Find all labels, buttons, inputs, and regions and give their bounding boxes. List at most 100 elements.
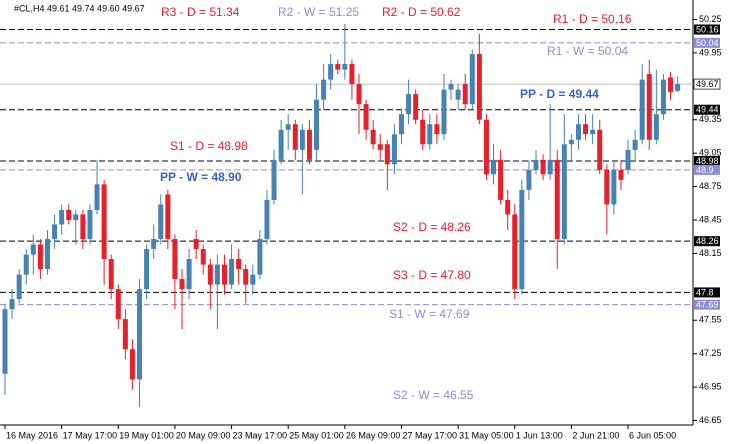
level-label: 48.98 xyxy=(696,156,719,166)
y-tick-label: 46.95 xyxy=(699,381,722,391)
candle-body xyxy=(342,64,348,70)
candle-body xyxy=(653,114,659,140)
candle-body xyxy=(335,64,341,70)
candle-body xyxy=(420,119,426,145)
level-annotation: R1 - D = 50.16 xyxy=(553,12,632,26)
x-tick-label: 26 May 09:00 xyxy=(346,430,401,440)
x-tick-label: 1 Jun 13:00 xyxy=(516,430,563,440)
candle-body xyxy=(236,259,242,270)
y-tick-label: 46.65 xyxy=(699,415,722,425)
candle-body xyxy=(561,144,567,239)
level-annotation: R1 - W = 50.04 xyxy=(547,44,628,58)
candle-body xyxy=(632,139,638,150)
level-label: 49.44 xyxy=(696,105,719,115)
candle-body xyxy=(370,129,376,145)
level-label: 50.16 xyxy=(696,24,719,34)
y-tick-label: 48.15 xyxy=(699,248,722,258)
candle-body xyxy=(250,274,256,285)
candle-body xyxy=(455,89,461,100)
candle-body xyxy=(604,169,610,205)
candle-body xyxy=(129,349,135,380)
candle-body xyxy=(172,238,178,280)
chart-header: #CL,H4 49.61 49.74 49.60 49.67 xyxy=(14,3,145,13)
candle-body xyxy=(547,159,553,175)
candle-body xyxy=(583,124,589,135)
candle-body xyxy=(229,259,235,285)
candle-body xyxy=(413,94,419,120)
candle-body xyxy=(158,204,164,239)
candle-body xyxy=(186,259,192,290)
candle-body xyxy=(391,134,397,165)
candle-body xyxy=(221,264,227,285)
candle-body xyxy=(448,84,454,90)
x-tick-label: 17 May 17:00 xyxy=(63,430,118,440)
x-tick-label: 31 May 05:00 xyxy=(459,430,514,440)
level-annotation: S1 - D = 48.98 xyxy=(170,139,248,153)
candle-body xyxy=(611,169,617,205)
candle-body xyxy=(66,209,72,221)
candle-body xyxy=(207,264,213,285)
candle-body xyxy=(101,184,107,260)
candle-body xyxy=(441,89,447,135)
candle-body xyxy=(264,199,270,239)
candle-body xyxy=(434,124,440,135)
candle-body xyxy=(519,189,525,290)
y-tick-label: 49.35 xyxy=(699,114,722,124)
candle-body xyxy=(646,74,652,140)
price-label-box xyxy=(693,78,721,90)
x-tick-label: 19 May 01:00 xyxy=(119,430,174,440)
candle-body xyxy=(179,279,185,290)
candle-body xyxy=(16,274,22,300)
candle-body xyxy=(483,119,489,175)
level-annotation: R2 - W = 51.25 xyxy=(278,5,359,19)
candle-body xyxy=(356,84,362,105)
candle-body xyxy=(285,124,291,130)
candle-body xyxy=(476,54,482,120)
level-annotation: R2 - D = 50.62 xyxy=(382,5,461,19)
level-annotation: PP - D = 49.44 xyxy=(520,87,599,101)
candle-body xyxy=(533,159,539,170)
candle-body xyxy=(243,269,249,285)
candle-body xyxy=(377,144,383,150)
candle-body xyxy=(165,194,171,239)
candle-body xyxy=(122,319,128,350)
candle-body xyxy=(526,169,532,190)
level-label-box xyxy=(694,164,720,175)
candle-body xyxy=(554,159,560,239)
price-label: 49.67 xyxy=(696,79,719,89)
level-annotation: S2 - W = 46.55 xyxy=(393,388,474,402)
candle-body xyxy=(214,264,220,285)
candle-body xyxy=(363,104,369,130)
candle-body xyxy=(94,184,100,210)
candle-body xyxy=(278,129,284,160)
candle-body xyxy=(193,238,199,249)
candle-body xyxy=(9,299,15,310)
y-tick-label: 49.05 xyxy=(699,148,722,158)
x-tick-label: 16 May 2016 xyxy=(6,430,58,440)
level-label: 47.69 xyxy=(696,300,719,310)
candle-body xyxy=(575,124,581,140)
candle-body xyxy=(115,289,121,320)
candle-body xyxy=(625,149,631,170)
candle-body xyxy=(292,124,298,150)
candle-body xyxy=(73,214,79,221)
level-label-box xyxy=(694,24,720,35)
candle-body xyxy=(512,214,518,290)
candle-body xyxy=(469,54,475,105)
candle-body xyxy=(137,289,143,380)
candle-body xyxy=(398,114,404,135)
x-tick-label: 20 May 09:00 xyxy=(176,430,231,440)
candle-body xyxy=(491,159,497,175)
candle-body xyxy=(498,159,504,200)
candle-body xyxy=(52,224,58,239)
level-label-box xyxy=(694,299,720,310)
y-tick-label: 48.75 xyxy=(699,181,722,191)
y-tick-label: 47.25 xyxy=(699,348,722,358)
candle-body xyxy=(314,99,320,150)
candle-body xyxy=(44,238,50,270)
level-annotation: S2 - D = 48.26 xyxy=(393,220,471,234)
candle-body xyxy=(23,254,29,275)
candle-body xyxy=(30,244,36,255)
candle-body xyxy=(299,129,305,150)
